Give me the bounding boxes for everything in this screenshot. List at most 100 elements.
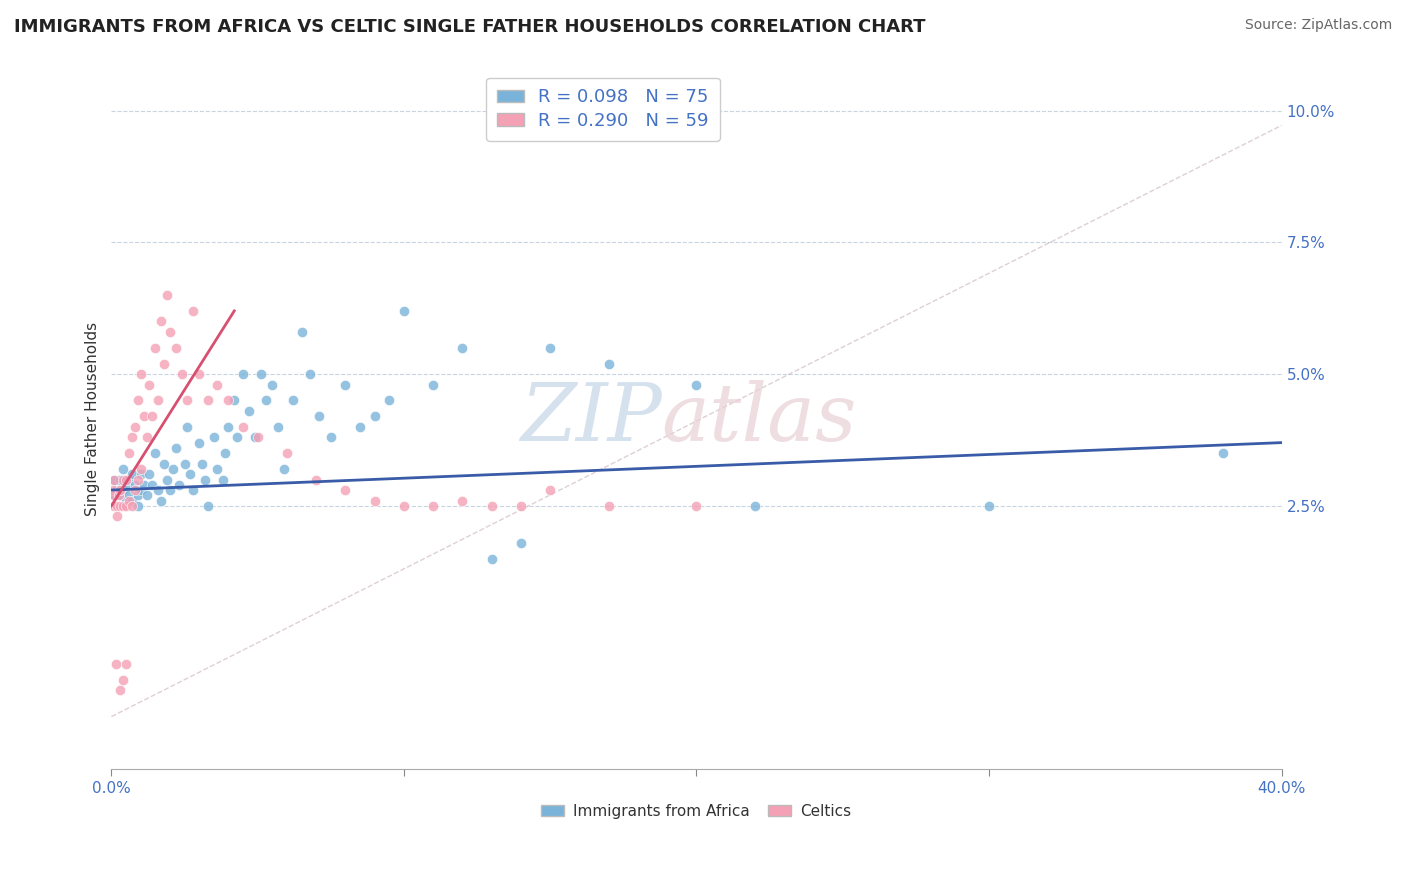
Point <box>108 483 131 497</box>
Point <box>132 409 155 424</box>
Point <box>115 493 138 508</box>
Point <box>256 393 278 408</box>
Point <box>105 509 128 524</box>
Point <box>685 377 707 392</box>
Point <box>243 430 266 444</box>
Point <box>217 419 239 434</box>
Point <box>153 357 176 371</box>
Point <box>103 473 125 487</box>
Point <box>124 483 146 497</box>
Point <box>118 446 141 460</box>
Point <box>148 483 170 497</box>
Point <box>510 535 533 549</box>
Point <box>363 409 385 424</box>
Point <box>202 430 225 444</box>
Point <box>232 419 254 434</box>
Point <box>103 488 125 502</box>
Point <box>197 393 219 408</box>
Point <box>299 367 322 381</box>
Point <box>162 462 184 476</box>
Point <box>238 404 260 418</box>
Point <box>744 499 766 513</box>
Point <box>108 499 131 513</box>
Point <box>108 683 131 698</box>
Point <box>141 409 163 424</box>
Point <box>124 419 146 434</box>
Point <box>197 499 219 513</box>
Point <box>281 393 304 408</box>
Text: Source: ZipAtlas.com: Source: ZipAtlas.com <box>1244 18 1392 32</box>
Point <box>392 304 415 318</box>
Point <box>191 457 214 471</box>
Point <box>121 499 143 513</box>
Point <box>226 430 249 444</box>
Point <box>392 499 415 513</box>
Point <box>127 499 149 513</box>
Point <box>273 462 295 476</box>
Point <box>188 367 211 381</box>
Point <box>685 499 707 513</box>
Point <box>112 462 135 476</box>
Point <box>150 493 173 508</box>
Point <box>103 499 125 513</box>
Point <box>148 393 170 408</box>
Point <box>103 488 125 502</box>
Y-axis label: Single Father Households: Single Father Households <box>86 322 100 516</box>
Point <box>188 435 211 450</box>
Point <box>138 377 160 392</box>
Point <box>176 393 198 408</box>
Point <box>118 488 141 502</box>
Point <box>121 430 143 444</box>
Point <box>205 377 228 392</box>
Point <box>124 477 146 491</box>
Point <box>305 473 328 487</box>
Point <box>267 419 290 434</box>
Point <box>112 483 135 497</box>
Point <box>153 457 176 471</box>
Point <box>181 304 204 318</box>
Point <box>335 377 357 392</box>
Point <box>107 488 129 502</box>
Point <box>159 483 181 497</box>
Point <box>135 488 157 502</box>
Point <box>246 430 269 444</box>
Point <box>127 473 149 487</box>
Legend: Immigrants from Africa, Celtics: Immigrants from Africa, Celtics <box>536 797 858 825</box>
Point <box>214 446 236 460</box>
Point <box>167 477 190 491</box>
Point <box>127 393 149 408</box>
Point <box>143 446 166 460</box>
Point <box>335 483 357 497</box>
Point <box>349 419 371 434</box>
Point <box>156 473 179 487</box>
Point <box>115 473 138 487</box>
Point <box>121 493 143 508</box>
Text: atlas: atlas <box>661 380 856 458</box>
Text: ZIP: ZIP <box>520 380 661 458</box>
Point <box>173 457 195 471</box>
Point <box>481 551 503 566</box>
Point <box>112 473 135 487</box>
Point <box>127 488 149 502</box>
Point <box>141 477 163 491</box>
Point <box>115 657 138 671</box>
Point <box>179 467 201 482</box>
Point <box>156 288 179 302</box>
Point <box>135 430 157 444</box>
Point <box>290 325 312 339</box>
Point <box>977 499 1000 513</box>
Point <box>538 341 561 355</box>
Point <box>138 467 160 482</box>
Point <box>319 430 342 444</box>
Point <box>101 483 124 497</box>
Point <box>276 446 298 460</box>
Point <box>108 488 131 502</box>
Point <box>165 441 187 455</box>
Point <box>165 341 187 355</box>
Point <box>510 499 533 513</box>
Point <box>249 367 271 381</box>
Point <box>194 473 217 487</box>
Text: IMMIGRANTS FROM AFRICA VS CELTIC SINGLE FATHER HOUSEHOLDS CORRELATION CHART: IMMIGRANTS FROM AFRICA VS CELTIC SINGLE … <box>14 18 925 36</box>
Point <box>115 477 138 491</box>
Point <box>103 473 125 487</box>
